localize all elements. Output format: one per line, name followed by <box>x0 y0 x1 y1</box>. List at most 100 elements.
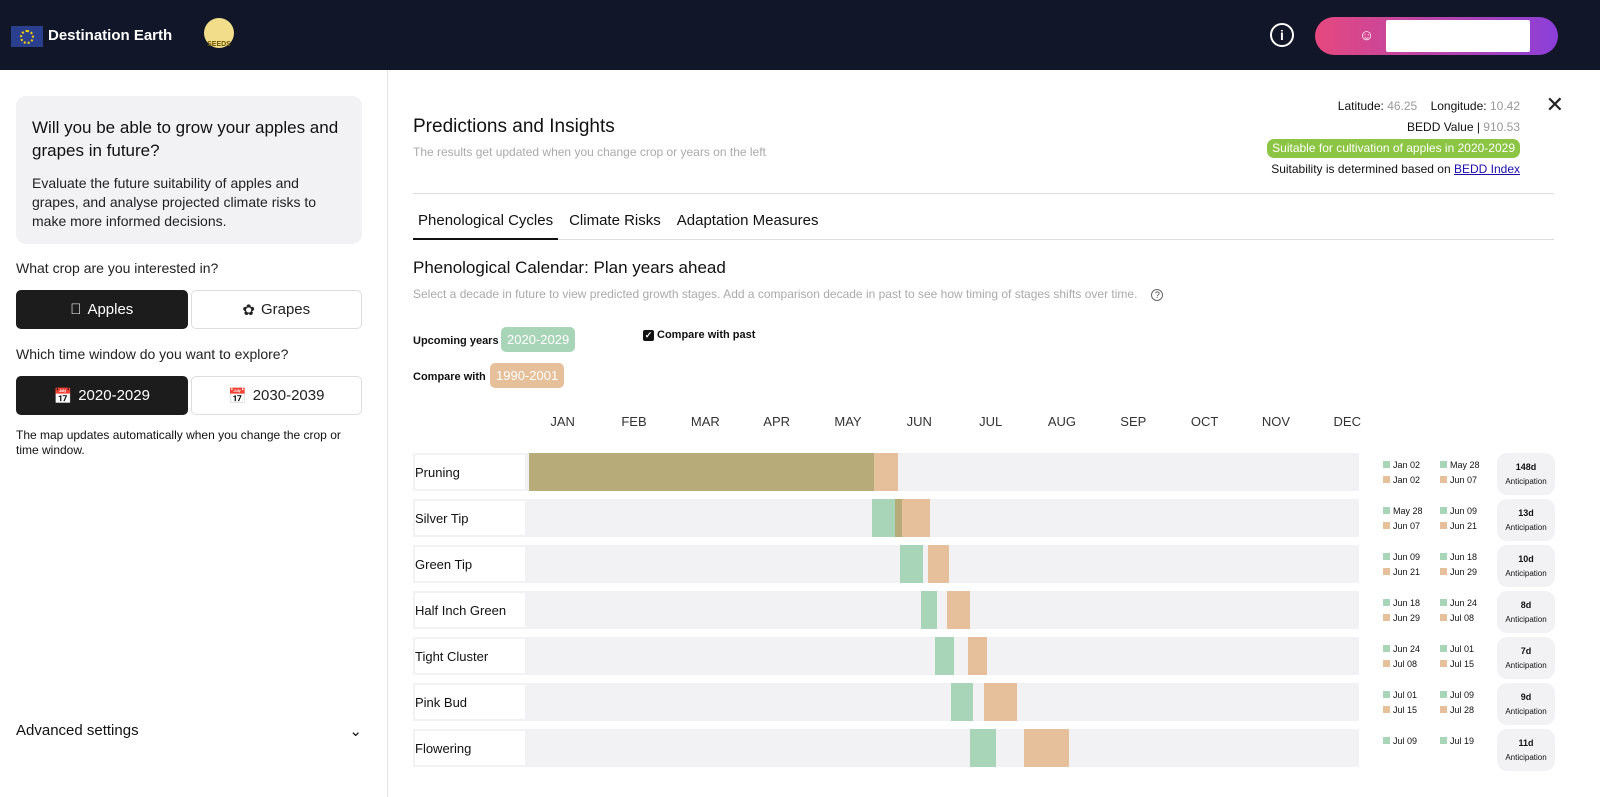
future-swatch <box>1383 599 1390 606</box>
crop-label: Grapes <box>260 301 311 318</box>
bedd-value: 910.53 <box>1483 120 1520 134</box>
past-period-bar[interactable] <box>984 683 1018 721</box>
user-menu-button[interactable]: ☺ <box>1315 17 1558 55</box>
stage-dates: Jun 09 Jun 21 <box>1440 504 1477 534</box>
future-date: Jul 19 <box>1450 736 1475 746</box>
crop-label: Apples <box>81 301 133 318</box>
stage-name: Flowering <box>415 731 525 765</box>
stage-dates: Jul 19 <box>1440 734 1474 749</box>
future-date: Jun 18 <box>1393 598 1421 608</box>
month-label: JUN <box>906 414 932 429</box>
apple-icon:  <box>70 301 81 318</box>
stage-track <box>413 545 1359 583</box>
past-date: Jun 21 <box>1450 521 1478 531</box>
bedd-index-link[interactable]: BEDD Index <box>1453 162 1520 176</box>
crop-grapes-button[interactable]: ✿ Grapes <box>190 290 362 329</box>
seeds-logo[interactable]: SEEDS <box>204 18 234 48</box>
future-swatch <box>1440 645 1447 652</box>
past-period-bar[interactable] <box>928 545 950 583</box>
month-label: MAR <box>690 414 720 429</box>
future-swatch <box>1383 691 1390 698</box>
anticipation-label: Anticipation <box>1505 661 1547 670</box>
month-label: MAY <box>834 414 862 429</box>
compare-checkbox[interactable]: ✓ Compare with past <box>643 329 755 341</box>
future-swatch <box>1383 645 1390 652</box>
past-date: Jun 29 <box>1393 613 1421 623</box>
future-period-bar[interactable] <box>920 591 938 629</box>
suitability-badge: Suitable for cultivation of apples in 20… <box>1267 139 1520 158</box>
info-icon[interactable]: i <box>1270 23 1294 47</box>
sidebar: Will you be able to grow your apples and… <box>0 70 388 797</box>
past-date: Jun 07 <box>1393 521 1421 531</box>
month-label: AUG <box>1047 414 1077 429</box>
stage-name: Silver Tip <box>415 501 525 535</box>
brand-name[interactable]: Destination Earth <box>48 27 173 44</box>
bedd-label: BEDD Value | <box>1407 120 1480 134</box>
past-swatch <box>1383 706 1390 713</box>
advanced-settings-toggle[interactable]: Advanced settings ⌄ <box>16 722 362 740</box>
time-question: Which time window do you want to explore… <box>16 346 289 362</box>
past-date: Jul 28 <box>1450 705 1475 715</box>
past-date: Jun 07 <box>1450 475 1478 485</box>
tabs: Phenological Cycles Climate Risks Adapta… <box>413 210 1554 240</box>
tab-phenological-cycles[interactable]: Phenological Cycles <box>413 210 559 240</box>
stage-row: Silver Tip May 28 Jun 07 Jun 09 Jun 21 13d Ant… <box>413 499 1555 541</box>
stage-dates: Jun 18 Jun 29 <box>1440 550 1477 580</box>
anticipation-label: Anticipation <box>1505 477 1547 486</box>
stage-dates: Jul 01 Jul 15 <box>1383 688 1417 718</box>
suitability-note: Suitability is determined based on <box>1271 162 1451 176</box>
stage-row: Pink Bud Jul 01 Jul 15 Jul 09 Jul 28 9d Antici… <box>413 683 1555 725</box>
past-period-bar[interactable] <box>967 637 987 675</box>
future-swatch <box>1440 691 1447 698</box>
future-period-bar[interactable] <box>970 729 997 767</box>
anticipation-days: 9d <box>1520 692 1532 702</box>
future-swatch <box>1383 507 1390 514</box>
stage-row: Tight Cluster Jun 24 Jul 08 Jul 01 Jul 15 7d A… <box>413 637 1555 679</box>
anticipation-badge: 10d Anticipation <box>1497 545 1555 587</box>
stage-dates: Jan 02 Jan 02 <box>1383 458 1420 488</box>
future-period-bar[interactable] <box>935 637 954 675</box>
month-label: SEP <box>1120 414 1147 429</box>
advanced-label: Advanced settings <box>16 722 139 739</box>
window-2020-button[interactable]: 📅 2020-2029 <box>16 376 188 415</box>
stage-dates: Jul 09 <box>1383 734 1417 749</box>
location-info: Latitude: 46.25 Longitude: 10.42 BEDD Va… <box>1267 96 1520 180</box>
stage-dates: May 28 Jun 07 <box>1440 458 1480 488</box>
past-date: Jun 29 <box>1450 567 1478 577</box>
future-swatch <box>1440 599 1447 606</box>
compare-years-chip[interactable]: 1990-2001 <box>490 363 565 388</box>
tab-adaptation-measures[interactable]: Adaptation Measures <box>676 212 819 229</box>
window-label: 2030-2039 <box>252 387 325 404</box>
future-swatch <box>1440 553 1447 560</box>
future-date: Jun 09 <box>1393 552 1421 562</box>
past-date: Jul 15 <box>1450 659 1475 669</box>
upcoming-years-chip[interactable]: 2020-2029 <box>501 327 576 352</box>
past-swatch <box>1383 614 1390 621</box>
stage-dates: Jul 09 Jul 28 <box>1440 688 1474 718</box>
stage-dates: Jun 09 Jun 21 <box>1383 550 1420 580</box>
overlap-bar[interactable] <box>529 453 875 491</box>
past-period-bar[interactable] <box>1024 729 1069 767</box>
intro-card: Will you be able to grow your apples and… <box>16 96 362 244</box>
anticipation-days: 10d <box>1518 554 1534 564</box>
crop-apples-button[interactable]: Apples <box>16 290 188 329</box>
crop-selector: Apples ✿ Grapes <box>16 290 362 329</box>
future-period-bar[interactable] <box>951 683 973 721</box>
overlap-bar[interactable] <box>895 499 903 537</box>
anticipation-label: Anticipation <box>1505 707 1547 716</box>
intro-title: Will you be able to grow your apples and… <box>32 118 339 160</box>
stage-name: Half Inch Green <box>415 593 525 627</box>
past-date: Jul 15 <box>1393 705 1418 715</box>
window-2030-button[interactable]: 📅 2030-2039 <box>190 376 362 415</box>
window-label: 2020-2029 <box>78 387 150 404</box>
calendar-desc-text: Select a decade in future to view predic… <box>413 287 1138 301</box>
month-label: NOV <box>1261 414 1291 429</box>
month-axis: JAN FEB MAR APR MAY JUN JUL AUG SEP OCT NOV DEC <box>527 414 1383 429</box>
anticipation-label: Anticipation <box>1505 753 1547 762</box>
tab-climate-risks[interactable]: Climate Risks <box>569 212 661 229</box>
past-period-bar[interactable] <box>946 591 971 629</box>
anticipation-badge: 11d Anticipation <box>1497 729 1555 771</box>
close-icon[interactable]: ✕ <box>1545 92 1564 117</box>
future-period-bar[interactable] <box>899 545 924 583</box>
help-icon[interactable]: ? <box>1151 289 1164 301</box>
